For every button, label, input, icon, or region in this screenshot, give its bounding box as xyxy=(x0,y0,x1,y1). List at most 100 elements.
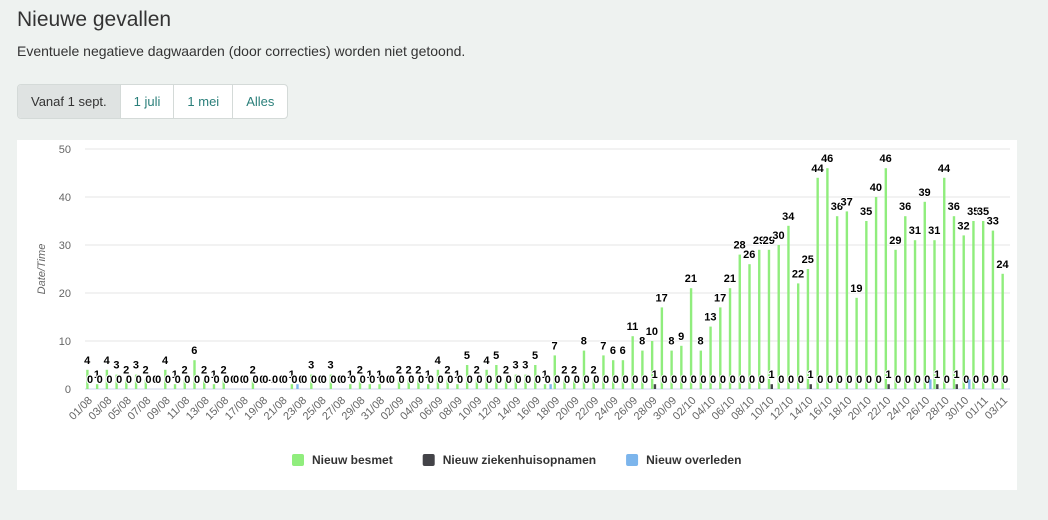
data-label: 0 xyxy=(386,374,392,386)
data-label: 0 xyxy=(710,374,716,386)
bar xyxy=(183,379,186,389)
data-label: 0 xyxy=(846,374,852,386)
data-label: 46 xyxy=(879,153,891,165)
bar xyxy=(680,345,683,389)
data-label: 0 xyxy=(330,374,336,386)
data-label: 0 xyxy=(379,374,385,386)
bar xyxy=(748,264,751,389)
data-label: 0 xyxy=(496,374,502,386)
data-label: 0 xyxy=(106,374,112,386)
bar xyxy=(845,211,849,389)
data-label: 3 xyxy=(133,360,139,372)
legend-marker xyxy=(626,454,639,466)
data-label: 6 xyxy=(191,345,197,357)
data-label: 0 xyxy=(817,374,823,386)
data-label: 0 xyxy=(554,374,560,386)
bar xyxy=(514,374,518,389)
data-label: 8 xyxy=(581,336,587,348)
bar xyxy=(164,369,167,389)
data-label: 0 xyxy=(642,374,648,386)
range-buttons: Vanaf 1 sept. 1 juli 1 mei Alles xyxy=(17,84,289,119)
bar xyxy=(699,350,703,389)
bar xyxy=(650,341,654,389)
bar xyxy=(952,216,956,389)
data-label: 0 xyxy=(798,374,804,386)
data-label: 2 xyxy=(503,364,509,376)
data-label: 21 xyxy=(724,273,736,285)
bar xyxy=(809,384,812,389)
data-label: 0 xyxy=(603,374,609,386)
bar xyxy=(456,384,459,389)
data-label: 0 xyxy=(175,374,181,386)
data-label: 3 xyxy=(328,360,334,372)
data-label: 6 xyxy=(610,345,616,357)
data-label: 5 xyxy=(464,350,470,362)
y-tick-label: 50 xyxy=(59,144,71,156)
data-label: 0 xyxy=(145,374,151,386)
y-tick-label: 40 xyxy=(59,192,71,204)
data-label: 0 xyxy=(418,374,424,386)
data-label: 0 xyxy=(574,374,580,386)
data-label: 1 xyxy=(885,369,891,381)
data-label: 0 xyxy=(876,374,882,386)
data-label: 0 xyxy=(720,374,726,386)
bar xyxy=(222,379,225,389)
data-label: 0 xyxy=(447,374,453,386)
data-label: 29 xyxy=(889,235,901,247)
bar xyxy=(543,384,547,389)
range-button[interactable]: 1 juli xyxy=(121,85,175,118)
data-label: 34 xyxy=(782,211,795,223)
legend-label: Nieuw overleden xyxy=(646,453,741,467)
data-label: 0 xyxy=(486,374,492,386)
data-label: 0 xyxy=(613,374,619,386)
data-label: 0 xyxy=(973,374,979,386)
bar xyxy=(203,379,206,389)
bar xyxy=(549,384,552,389)
bar xyxy=(816,177,819,389)
bar xyxy=(212,384,216,389)
data-label: 1 xyxy=(542,369,548,381)
data-label: 0 xyxy=(924,374,930,386)
data-label: 19 xyxy=(850,283,862,295)
data-label: 0 xyxy=(545,374,551,386)
data-label: 0 xyxy=(116,374,122,386)
data-label: 0 xyxy=(437,374,443,386)
range-button[interactable]: Vanaf 1 sept. xyxy=(18,85,121,118)
data-label: 31 xyxy=(928,225,940,237)
data-label: 0 xyxy=(252,374,258,386)
range-button[interactable]: 1 mei xyxy=(174,85,234,118)
range-button[interactable]: Alles xyxy=(246,94,275,109)
data-label: 1 xyxy=(769,369,775,381)
data-label: 3 xyxy=(308,360,314,372)
bar xyxy=(563,379,566,389)
data-label: 0 xyxy=(272,374,278,386)
bar xyxy=(874,197,878,389)
data-label: 0 xyxy=(184,374,190,386)
data-label: 0 xyxy=(155,374,161,386)
data-label: 8 xyxy=(668,336,674,348)
data-label: 4 xyxy=(104,355,111,367)
bar xyxy=(485,369,488,389)
data-label: 21 xyxy=(685,273,697,285)
bar xyxy=(495,365,498,389)
data-label: 0 xyxy=(739,374,745,386)
data-label: 35 xyxy=(860,206,872,218)
data-label: 2 xyxy=(182,364,188,376)
data-label: 0 xyxy=(915,374,921,386)
data-label: 2 xyxy=(220,364,226,376)
bar xyxy=(621,360,625,389)
data-label: 25 xyxy=(802,254,814,266)
bar xyxy=(933,240,936,389)
bar xyxy=(144,379,148,389)
bar xyxy=(446,379,449,389)
data-label: 40 xyxy=(870,182,882,194)
data-label: 0 xyxy=(895,374,901,386)
bar xyxy=(936,384,939,389)
bar xyxy=(641,350,644,389)
bar xyxy=(887,384,890,389)
data-label: 2 xyxy=(561,364,567,376)
data-label: 0 xyxy=(126,374,132,386)
data-label: 1 xyxy=(94,369,100,381)
data-label: 7 xyxy=(600,340,606,352)
bar xyxy=(796,283,800,389)
